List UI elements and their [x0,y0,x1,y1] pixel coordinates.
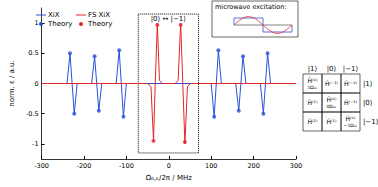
svg-text:100: 100 [205,162,217,170]
svg-text:Theory: Theory [87,20,112,28]
svg-text:|1⟩: |1⟩ [363,80,373,88]
svg-text:0.5: 0.5 [28,49,38,57]
svg-text:Ĥ⁽⁰⁾: Ĥ⁽⁰⁾ [308,77,318,84]
svg-text:200: 200 [247,162,259,170]
svg-text:1Ω₀ₖ: 1Ω₀ₖ [307,85,317,90]
svg-text:0: 0 [34,80,38,88]
svg-text:-100: -100 [119,162,134,170]
svg-text:-300: -300 [34,162,49,170]
svg-text:|1⟩: |1⟩ [308,65,318,73]
svg-text:Ω₀,ₖ/2π / MHz: Ω₀,ₖ/2π / MHz [146,174,192,182]
svg-text:|0⟩: |0⟩ [327,65,337,73]
svg-text:-0.5: -0.5 [26,110,39,118]
svg-text:|−1⟩: |−1⟩ [363,118,378,126]
svg-text:-1: -1 [32,140,38,148]
svg-text:Ĥ⁽⁻²⁾: Ĥ⁽⁻²⁾ [344,80,358,87]
svg-text:Ĥ⁽⁻¹⁾: Ĥ⁽⁻¹⁾ [344,99,358,106]
svg-text:0Ω₀ₖ: 0Ω₀ₖ [326,104,336,109]
svg-text:Ĥ⁽¹⁾: Ĥ⁽¹⁾ [308,99,318,106]
svg-text:Ĥ⁽²⁾: Ĥ⁽²⁾ [308,118,318,125]
svg-text:Ĥ⁽⁰⁾: Ĥ⁽⁰⁾ [346,115,356,122]
svg-text:microwave excitation:: microwave excitation: [215,3,287,11]
svg-text:-200: -200 [77,162,92,170]
svg-text:1: 1 [34,19,38,27]
svg-text:0: 0 [167,162,171,170]
svg-text:300: 300 [290,162,302,170]
svg-text:−1Ω₀ₖ: −1Ω₀ₖ [344,123,358,128]
svg-text:Ĥ⁽⁰⁾: Ĥ⁽⁰⁾ [327,96,337,103]
svg-text:|0⟩ ↔ |−1⟩: |0⟩ ↔ |−1⟩ [151,15,187,23]
svg-text:|−1⟩: |−1⟩ [343,65,359,73]
svg-text:Theory: Theory [47,20,72,28]
svg-text:Ĥ⁽⁻¹⁾: Ĥ⁽⁻¹⁾ [325,80,339,87]
svg-text:XiX: XiX [48,11,60,19]
svg-text:FS XiX: FS XiX [88,11,110,19]
svg-text:|0⟩: |0⟩ [363,99,373,107]
svg-text:Ĥ⁽¹⁾: Ĥ⁽¹⁾ [327,118,337,125]
svg-text:norm. ε / a.u.: norm. ε / a.u. [8,60,16,107]
